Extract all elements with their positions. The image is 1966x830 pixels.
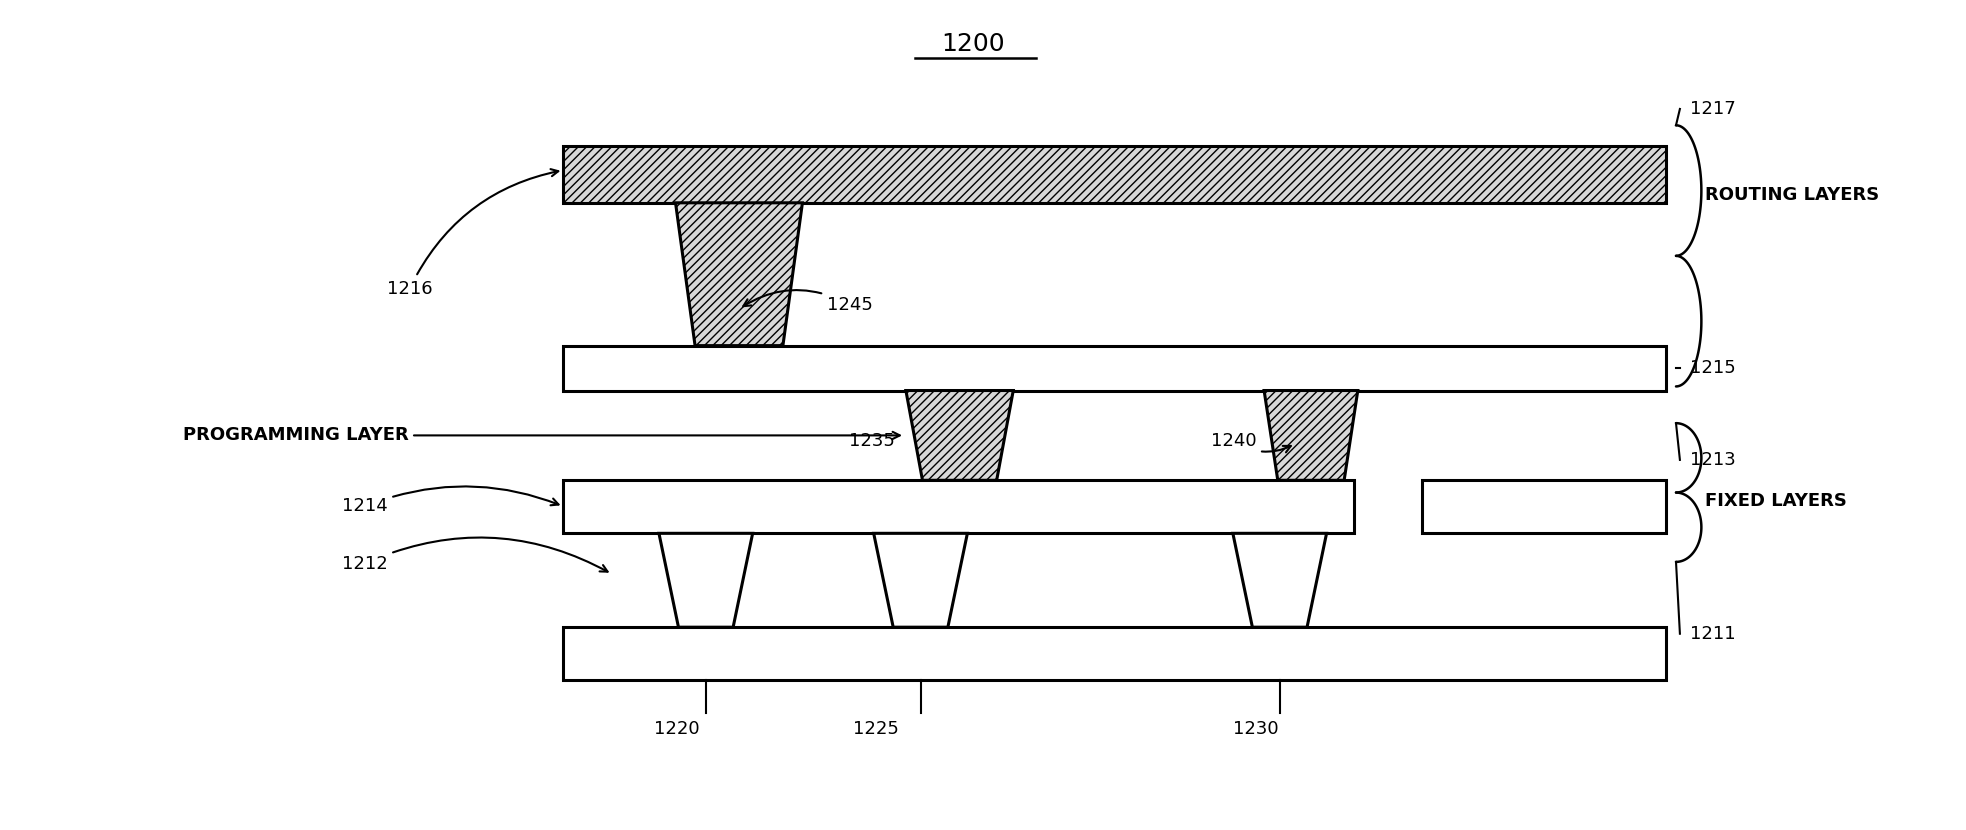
- Polygon shape: [873, 534, 967, 627]
- Text: 1213: 1213: [1689, 451, 1736, 469]
- Text: 1220: 1220: [655, 720, 700, 738]
- Text: FIXED LAYERS: FIXED LAYERS: [1705, 491, 1848, 510]
- Text: 1217: 1217: [1689, 100, 1736, 118]
- Polygon shape: [659, 534, 753, 627]
- Text: ROUTING LAYERS: ROUTING LAYERS: [1705, 186, 1879, 203]
- Text: 1214: 1214: [342, 486, 558, 515]
- FancyBboxPatch shape: [564, 146, 1667, 203]
- Text: 1211: 1211: [1689, 625, 1736, 642]
- Text: 1212: 1212: [342, 538, 607, 573]
- Text: 1215: 1215: [1689, 359, 1736, 377]
- Polygon shape: [676, 203, 802, 345]
- FancyBboxPatch shape: [564, 345, 1667, 391]
- FancyBboxPatch shape: [564, 481, 1355, 534]
- Text: 1225: 1225: [853, 720, 898, 738]
- FancyBboxPatch shape: [1421, 481, 1667, 534]
- Text: 1216: 1216: [387, 169, 558, 297]
- Text: 1235: 1235: [849, 432, 895, 450]
- Text: 1240: 1240: [1211, 432, 1292, 452]
- Polygon shape: [1264, 391, 1359, 481]
- FancyBboxPatch shape: [564, 627, 1667, 681]
- Polygon shape: [1233, 534, 1327, 627]
- Text: 1245: 1245: [743, 290, 873, 314]
- Polygon shape: [906, 391, 1012, 481]
- Text: 1200: 1200: [942, 32, 1005, 56]
- Text: PROGRAMMING LAYER: PROGRAMMING LAYER: [183, 427, 900, 444]
- Text: 1230: 1230: [1233, 720, 1280, 738]
